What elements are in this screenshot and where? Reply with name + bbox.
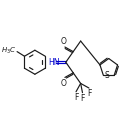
Text: HN: HN <box>48 58 59 67</box>
Text: O: O <box>61 79 67 88</box>
Text: F: F <box>74 93 78 102</box>
Text: O: O <box>61 37 67 46</box>
Text: $H_3C$: $H_3C$ <box>1 46 16 56</box>
Text: F: F <box>80 94 85 103</box>
Text: S: S <box>105 71 109 80</box>
Text: F: F <box>87 89 91 98</box>
